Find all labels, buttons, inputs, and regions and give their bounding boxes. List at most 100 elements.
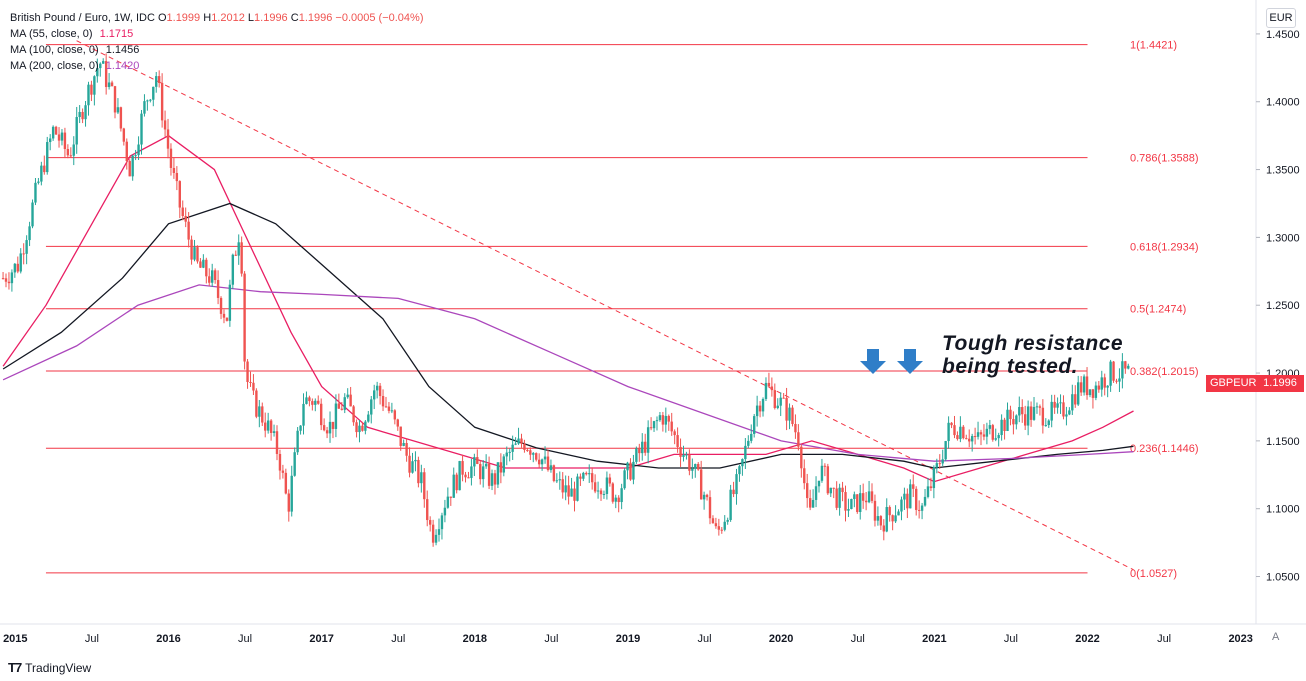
candle-body bbox=[882, 525, 885, 532]
candle-body bbox=[426, 499, 429, 521]
candles[interactable] bbox=[1, 53, 1130, 547]
candle-body bbox=[155, 76, 158, 87]
candle-body bbox=[602, 493, 606, 495]
y-tick-label: 1.2500 bbox=[1266, 300, 1300, 312]
candle-body bbox=[184, 216, 187, 222]
candle-body bbox=[1053, 401, 1056, 408]
candle-body bbox=[788, 407, 791, 421]
candle-body bbox=[906, 493, 909, 509]
candle-body bbox=[888, 507, 891, 516]
candle-body bbox=[593, 482, 597, 492]
auto-scale-button[interactable]: A bbox=[1272, 631, 1280, 643]
candle-body bbox=[378, 385, 382, 397]
candle-body bbox=[1085, 376, 1089, 396]
candle-body bbox=[331, 421, 335, 429]
candle-body bbox=[576, 476, 579, 501]
candle-body bbox=[175, 172, 179, 182]
candle-body bbox=[891, 515, 894, 522]
candle-body bbox=[78, 111, 81, 118]
candle-body bbox=[296, 430, 299, 453]
candle-body bbox=[66, 149, 70, 156]
candle-body bbox=[1021, 407, 1024, 415]
candle-body bbox=[322, 425, 326, 431]
candle-body bbox=[850, 499, 853, 510]
candle-body bbox=[264, 422, 267, 431]
candle-body bbox=[119, 107, 123, 129]
candle-body bbox=[163, 120, 167, 130]
candle-body bbox=[252, 382, 255, 391]
candle-body bbox=[965, 438, 968, 440]
candle-body bbox=[355, 422, 358, 433]
currency-button[interactable]: EUR bbox=[1266, 8, 1296, 28]
candle-body bbox=[446, 496, 450, 508]
candle-body bbox=[1094, 385, 1098, 398]
candle-body bbox=[69, 155, 73, 157]
candle-body bbox=[166, 129, 170, 149]
x-tick-label: Jul bbox=[391, 633, 405, 645]
candle-body bbox=[567, 485, 570, 497]
candle-body bbox=[605, 477, 609, 494]
candle-body bbox=[102, 61, 105, 64]
candle-body bbox=[579, 476, 582, 479]
candle-body bbox=[611, 483, 615, 502]
candle-body bbox=[1112, 361, 1115, 381]
candle-body bbox=[752, 416, 756, 434]
candle-body bbox=[661, 415, 665, 425]
ma100-value: 1.1456 bbox=[105, 44, 140, 56]
candle-body bbox=[685, 454, 688, 456]
candle-body bbox=[72, 144, 75, 156]
candle-body bbox=[867, 491, 871, 503]
legend-ma55: MA (55, close, 0) 1.1715 bbox=[10, 26, 424, 42]
candle-body bbox=[458, 461, 461, 491]
candle-body bbox=[644, 441, 647, 453]
candle-body bbox=[293, 452, 296, 476]
candle-body bbox=[37, 181, 40, 183]
tradingview-logo[interactable]: T7 TradingView bbox=[8, 660, 91, 675]
candle-body bbox=[841, 487, 844, 493]
candle-body bbox=[832, 487, 835, 489]
candle-body bbox=[437, 529, 441, 535]
candle-body bbox=[532, 453, 535, 455]
candle-body bbox=[193, 247, 196, 260]
candle-body bbox=[160, 82, 164, 121]
candle-body bbox=[859, 493, 862, 512]
candle-body bbox=[234, 254, 237, 256]
candle-body bbox=[994, 438, 997, 440]
candle-body bbox=[317, 400, 320, 404]
candle-body bbox=[90, 84, 93, 95]
candle-body bbox=[19, 253, 22, 272]
candle-body bbox=[1044, 425, 1048, 427]
candle-body bbox=[384, 406, 388, 408]
candle-body bbox=[213, 270, 217, 281]
candle-body bbox=[829, 487, 832, 494]
candle-body bbox=[655, 420, 659, 422]
candle-body bbox=[764, 382, 768, 399]
candle-body bbox=[237, 242, 240, 256]
candle-body bbox=[970, 436, 974, 442]
x-tick-label: Jul bbox=[85, 633, 99, 645]
candle-body bbox=[540, 459, 544, 465]
arrow-down-icon bbox=[860, 349, 886, 374]
candle-body bbox=[99, 63, 102, 69]
y-tick-label: 1.3000 bbox=[1266, 232, 1300, 244]
candle-body bbox=[590, 473, 594, 483]
candle-body bbox=[255, 390, 258, 417]
fib-level-label: 0(1.0527) bbox=[1130, 568, 1177, 580]
ma55-label: MA (55, close, 0) bbox=[10, 28, 93, 40]
candle-body bbox=[110, 82, 114, 87]
candle-body bbox=[820, 465, 824, 481]
x-tick-label: Jul bbox=[851, 633, 865, 645]
candle-body bbox=[1077, 382, 1080, 405]
candle-body bbox=[803, 468, 806, 484]
y-tick-label: 1.1000 bbox=[1266, 504, 1300, 516]
candle-body bbox=[440, 515, 444, 530]
candle-body bbox=[596, 490, 600, 492]
branding-text: TradingView bbox=[25, 660, 92, 675]
candle-body bbox=[985, 428, 989, 437]
candle-body bbox=[735, 474, 738, 495]
candle-body bbox=[909, 484, 912, 509]
candle-body bbox=[664, 415, 668, 425]
candle-body bbox=[529, 450, 532, 455]
candle-body bbox=[847, 509, 850, 511]
